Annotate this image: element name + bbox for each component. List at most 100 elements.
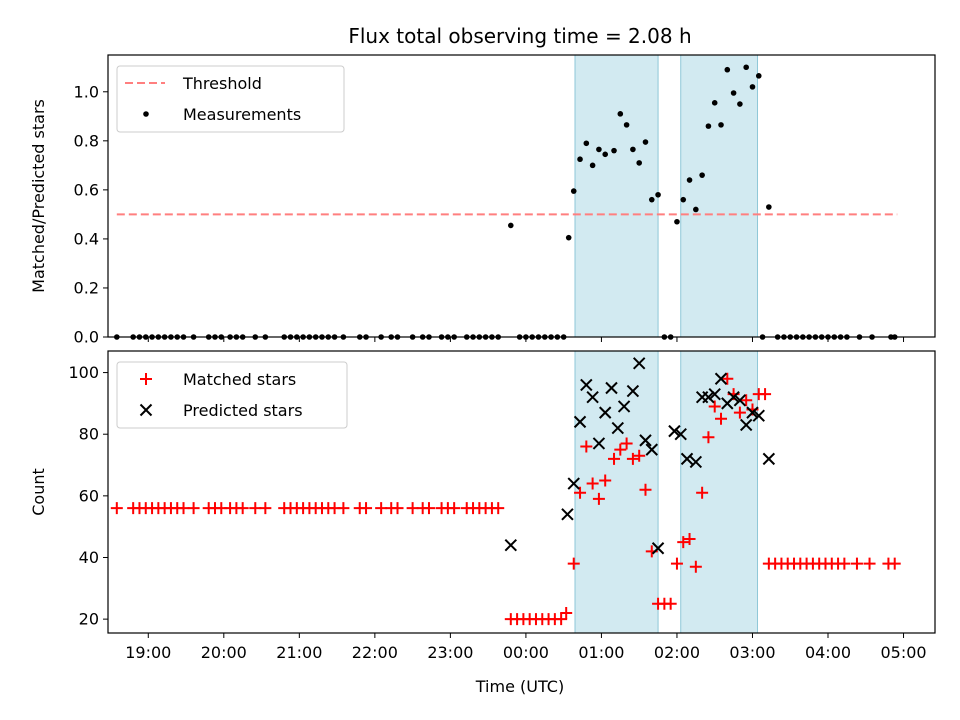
- predicted-stars-point: [689, 455, 703, 469]
- legend-predicted-swatch: [139, 403, 153, 417]
- measurement-point: [730, 90, 737, 96]
- predicted-stars-point: [611, 421, 625, 435]
- shaded-interval-2: [680, 350, 759, 634]
- matched-stars-point: [337, 502, 350, 515]
- measurement-point: [570, 188, 577, 194]
- predicted-stars-point: [668, 424, 681, 438]
- matched-stars-point: [567, 557, 580, 570]
- x-tick-label: 19:00: [125, 643, 171, 662]
- measurement-point: [699, 172, 705, 178]
- measurement-point: [596, 146, 602, 153]
- matched-stars-point: [236, 502, 249, 515]
- x-tick-label: 02:00: [654, 643, 700, 662]
- predicted-stars-point: [714, 372, 728, 385]
- measurement-point: [743, 64, 749, 71]
- measurement-point: [680, 196, 687, 203]
- matched-stars-point: [677, 536, 690, 549]
- measurement-point: [617, 111, 624, 117]
- measurement-point: [755, 73, 762, 79]
- predicted-stars-point: [504, 538, 518, 552]
- predicted-stars-point: [605, 381, 618, 395]
- measurement-point: [655, 191, 661, 198]
- matched-stars-point: [733, 406, 746, 419]
- legend-label-matched: Matched stars: [183, 370, 296, 389]
- matched-stars-point: [586, 477, 599, 490]
- predicted-stars-point: [674, 428, 687, 441]
- legend: Threshold Measurements: [116, 65, 345, 133]
- predicted-stars-point: [639, 434, 652, 447]
- measurement-point: [565, 234, 572, 241]
- matched-stars-point: [620, 437, 633, 450]
- matched-stars-point: [560, 606, 573, 619]
- matched-stars-point: [838, 557, 851, 570]
- measurement-point: [686, 177, 693, 183]
- predicted-stars-point: [746, 406, 759, 419]
- legend-box: [116, 65, 345, 133]
- predicted-stars-point: [580, 378, 593, 392]
- predicted-stars-point: [702, 391, 715, 404]
- matched-stars-point: [249, 502, 262, 515]
- y-tick-label: 20: [79, 610, 99, 629]
- measurement-point: [636, 160, 642, 166]
- matched-stars-point: [110, 502, 123, 515]
- predicted-stars-point: [586, 391, 599, 404]
- matched-stars-point: [614, 443, 627, 456]
- y-tick-label: 0.6: [74, 180, 99, 199]
- matched-stars-point: [492, 502, 505, 515]
- y-tick-label: 40: [79, 548, 99, 567]
- matched-stars-point: [360, 502, 373, 515]
- matched-stars-point: [391, 502, 404, 515]
- matched-stars-point: [599, 474, 612, 487]
- predicted-stars-point: [733, 394, 747, 407]
- measurement-point: [705, 123, 712, 129]
- y-tick-label: 0.8: [74, 131, 99, 150]
- y-tick-label: 0.4: [74, 229, 99, 248]
- matched-stars-point: [187, 502, 200, 515]
- matched-stars-point: [592, 492, 605, 505]
- measurement-point: [508, 222, 514, 229]
- predicted-stars-point: [739, 418, 753, 432]
- matched-stars-point: [683, 533, 696, 545]
- matched-stars-point: [850, 557, 863, 570]
- measurement-point: [577, 156, 583, 163]
- predicted-stars-point: [752, 409, 765, 422]
- top-panel: 0.0 0.2 0.4 0.6 0.8 1.0 Matched/Predicted star…: [29, 54, 936, 347]
- measurement-point: [693, 206, 699, 213]
- predicted-stars-point: [626, 384, 640, 398]
- chart-title: Flux total observing time = 2.08 h: [348, 24, 691, 48]
- predicted-stars-point: [727, 391, 740, 404]
- predicted-stars-point: [561, 508, 574, 521]
- y-tick-label: 1.0: [74, 82, 99, 101]
- predicted-stars-point: [762, 452, 776, 466]
- y-tick-label: 80: [79, 425, 99, 444]
- matched-stars-point: [715, 412, 728, 425]
- axes-frame: [107, 350, 936, 634]
- measurement-point: [583, 140, 590, 147]
- measurement-point: [749, 84, 756, 90]
- matched-stars-point: [580, 440, 593, 453]
- predicted-stars-point: [598, 406, 612, 419]
- measurement-point: [630, 146, 636, 153]
- y-axis-label: Matched/Predicted stars: [29, 99, 48, 293]
- axes-frame: [107, 54, 936, 338]
- measurement-point: [766, 204, 772, 210]
- measurement-point: [602, 151, 609, 158]
- matched-stars-point: [689, 560, 702, 573]
- matched-stars-point: [574, 486, 587, 499]
- legend: Matched stars Predicted stars: [116, 361, 348, 429]
- x-tick-label: 01:00: [578, 643, 624, 662]
- matched-stars-point: [702, 431, 715, 444]
- y-tick-label: 0.2: [74, 278, 99, 297]
- predicted-stars-point: [708, 387, 721, 401]
- measurement-point: [642, 139, 649, 145]
- x-tick-label: 00:00: [503, 643, 549, 662]
- x-tick-label: 04:00: [805, 643, 851, 662]
- matched-stars-point: [708, 400, 721, 413]
- predicted-stars-point: [645, 443, 658, 456]
- measurement-point: [674, 218, 680, 225]
- x-tick-label: 23:00: [427, 643, 473, 662]
- measurement-point: [724, 66, 731, 73]
- measurement-point: [711, 100, 718, 106]
- x-axis-label: Time (UTC): [475, 677, 564, 696]
